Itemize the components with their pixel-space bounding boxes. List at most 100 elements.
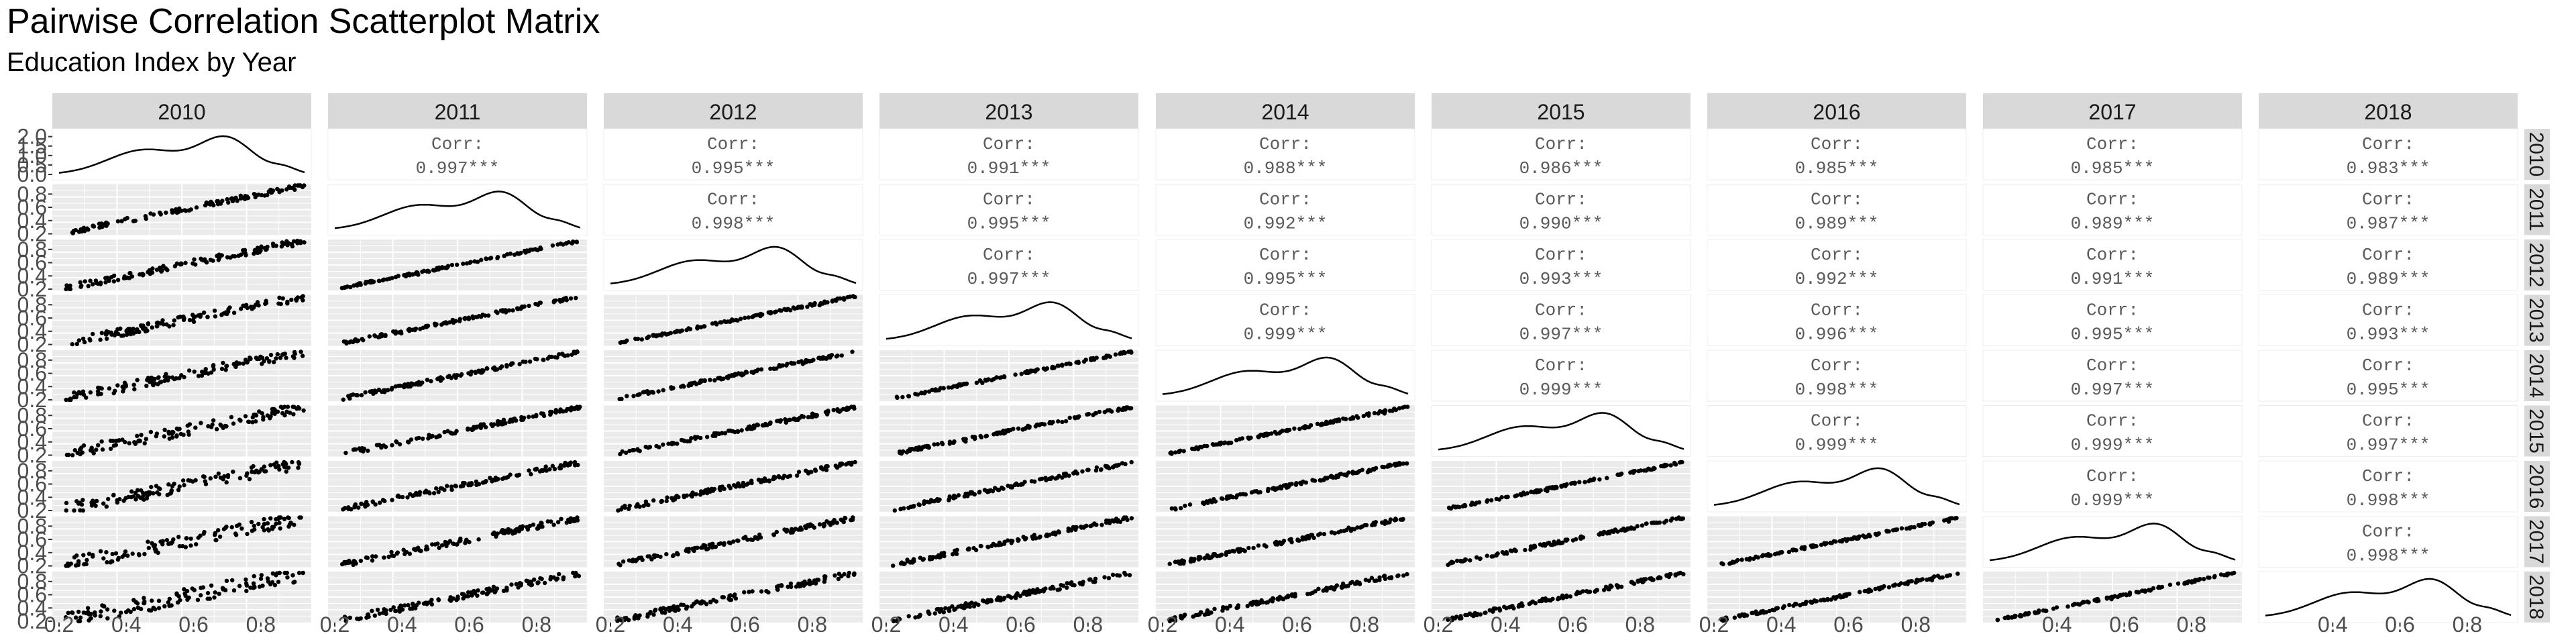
scatter-point xyxy=(951,384,956,388)
scatter-point xyxy=(189,536,193,541)
scatter-point xyxy=(1400,405,1405,410)
scatter-point xyxy=(552,467,557,472)
scatter-point xyxy=(160,318,165,323)
scatter-point xyxy=(155,324,160,329)
scatter-points xyxy=(1167,517,1405,566)
scatter-point xyxy=(572,460,578,465)
scatter-point xyxy=(810,580,815,586)
scatter-point xyxy=(72,555,77,559)
scatter-point xyxy=(1465,612,1470,618)
scatter-point xyxy=(1896,582,1901,588)
scatter-point xyxy=(1286,593,1291,598)
scatter-point xyxy=(674,493,680,498)
correlation-value: 0.995*** xyxy=(692,158,775,178)
scatter-point xyxy=(292,183,297,188)
correlation-panel xyxy=(2258,294,2518,346)
scatter-point xyxy=(2229,571,2235,576)
row-strip-label: 2010 xyxy=(2525,132,2547,177)
scatter-point xyxy=(70,341,74,347)
row-strip xyxy=(2524,184,2550,235)
scatter-point xyxy=(406,602,411,608)
scatter-point xyxy=(1515,493,1519,498)
scatter-point xyxy=(244,253,248,258)
scatter-point xyxy=(94,447,99,452)
scatter-point xyxy=(515,306,520,311)
correlation-label: Corr: xyxy=(2086,134,2139,154)
scatter-point xyxy=(570,241,574,246)
scatter-point xyxy=(98,280,103,285)
correlation-label: Corr: xyxy=(707,190,759,210)
correlation-label: Corr: xyxy=(983,134,1035,154)
scatter-point xyxy=(1819,542,1824,547)
scatter-point xyxy=(679,602,684,607)
scatter-point xyxy=(631,394,636,398)
scatter-point xyxy=(1601,588,1607,592)
scatter-point xyxy=(131,331,136,336)
scatter-point xyxy=(479,258,484,262)
scatter-point xyxy=(534,414,539,419)
scatter-point xyxy=(648,390,653,395)
scatter-point xyxy=(1502,551,1507,556)
scatter-point xyxy=(78,280,83,285)
scatter-point xyxy=(405,439,411,444)
scatter-point xyxy=(302,240,307,245)
scatter-point xyxy=(550,243,555,248)
scatter-point xyxy=(447,539,452,543)
correlation-panel xyxy=(2258,184,2518,235)
scatter-point xyxy=(706,546,710,551)
scatter-point xyxy=(517,472,522,477)
scatter-point xyxy=(812,525,817,530)
scatter-point xyxy=(168,490,174,495)
scatter-point xyxy=(237,584,242,588)
correlation-panel xyxy=(1982,460,2243,513)
scatter-point xyxy=(568,516,574,521)
scatter-point xyxy=(1387,576,1392,580)
scatter-point xyxy=(183,260,188,266)
scatter-point xyxy=(366,448,370,453)
correlation-label: Corr: xyxy=(1259,134,1311,154)
scatter-point xyxy=(695,326,700,331)
scatter-point xyxy=(361,337,366,343)
scatter-point xyxy=(275,352,280,357)
scatter-point xyxy=(182,587,186,592)
scatter-point xyxy=(1538,542,1543,547)
scatter-point xyxy=(435,376,440,382)
scatter-point xyxy=(722,542,727,547)
scatter-point xyxy=(377,611,382,616)
scatter-point xyxy=(150,325,154,330)
scatter-point xyxy=(393,384,398,389)
column-strip xyxy=(1432,93,1690,129)
scatter-point xyxy=(567,407,572,412)
scatter-points xyxy=(894,349,1134,400)
correlation-label: Corr: xyxy=(2362,245,2414,265)
scatter-point xyxy=(749,478,754,483)
scatter-point xyxy=(835,407,840,412)
scatter-point xyxy=(451,320,456,325)
scatter-point xyxy=(116,555,121,560)
scatter-point xyxy=(926,610,931,615)
scatter-point xyxy=(356,505,361,510)
scatter-point xyxy=(425,602,429,606)
scatter-point xyxy=(1360,468,1364,472)
scatter-points xyxy=(339,239,579,290)
scatter-point xyxy=(746,481,751,486)
scatter-point xyxy=(806,471,811,476)
scatter-point xyxy=(212,595,217,600)
scatter-point xyxy=(2212,575,2217,580)
scatter-point xyxy=(965,491,970,496)
scatter-point xyxy=(205,315,210,319)
scatter-point xyxy=(777,475,782,480)
scatter-point xyxy=(557,572,561,577)
scatter-point xyxy=(451,541,455,546)
correlation-value: 0.989*** xyxy=(2071,214,2155,234)
scatter-point xyxy=(1804,599,1809,604)
scatter-point xyxy=(536,580,541,585)
scatter-point xyxy=(1330,474,1336,480)
scatter-point xyxy=(768,366,773,371)
scatter-point xyxy=(378,334,382,339)
scatter-point xyxy=(302,183,307,188)
correlation-value: 0.990*** xyxy=(1519,214,1603,234)
scatter-point xyxy=(480,590,485,595)
density-curve xyxy=(334,191,581,229)
scatter-point xyxy=(534,247,539,252)
